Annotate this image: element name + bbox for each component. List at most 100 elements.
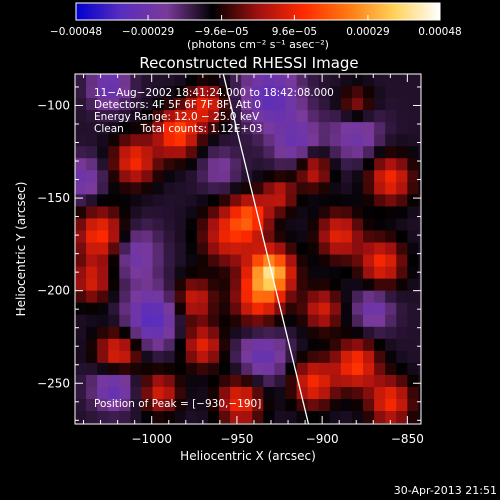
heatmap-cell — [396, 218, 408, 232]
heatmap-cell — [407, 399, 420, 412]
heatmap-cell — [141, 134, 154, 147]
heatmap-cell — [407, 206, 420, 220]
heatmap-cell — [329, 182, 342, 195]
heatmap-cell — [174, 206, 187, 220]
heatmap-cell — [307, 230, 320, 244]
heatmap-cell — [163, 362, 176, 376]
heatmap-cell — [185, 158, 198, 171]
heatmap-cell — [230, 230, 242, 244]
heatmap-cell — [351, 122, 364, 135]
heatmap-cell — [285, 399, 298, 412]
heatmap-cell — [174, 194, 187, 208]
heatmap-cell — [75, 399, 87, 412]
heatmap-cell — [97, 266, 109, 280]
heatmap-cell — [97, 435, 109, 448]
heatmap-cell — [307, 350, 320, 364]
heatmap-cell — [219, 290, 231, 304]
heatmap-cell — [296, 194, 309, 208]
heatmap-cell — [230, 134, 242, 147]
heatmap-cell — [185, 314, 198, 328]
heatmap-cell — [407, 266, 420, 280]
heatmap-cell — [86, 314, 98, 328]
heatmap-cell — [219, 86, 231, 99]
heatmap-cell — [75, 326, 87, 340]
heatmap-cell — [219, 302, 231, 316]
heatmap-cell — [185, 290, 198, 304]
heatmap-cell — [274, 399, 287, 412]
heatmap-cell — [318, 362, 331, 376]
heatmap-cell — [241, 314, 253, 328]
heatmap-cell — [407, 242, 420, 256]
heatmap-cell — [318, 74, 331, 87]
heatmap-cell — [374, 290, 386, 304]
heatmap-cell — [108, 218, 120, 232]
heatmap-cell — [163, 134, 176, 147]
heatmap-cell — [75, 182, 87, 195]
heatmap-cell — [351, 314, 364, 328]
heatmap-cell — [351, 146, 364, 159]
heatmap-cell — [252, 206, 264, 220]
heatmap-cell — [363, 110, 375, 123]
heatmap-cell — [430, 435, 442, 448]
heatmap-cell — [141, 98, 154, 111]
heatmap-cell — [285, 242, 298, 256]
heatmap-cell — [196, 158, 209, 171]
heatmap-cell — [363, 338, 375, 352]
heatmap-cell — [263, 86, 276, 99]
heatmap-cell — [307, 170, 320, 183]
heatmap-cell — [407, 182, 420, 195]
heatmap-cell — [318, 338, 331, 352]
heatmap-cell — [86, 290, 98, 304]
heatmap-cell — [163, 74, 176, 87]
heatmap-cell — [252, 399, 264, 412]
heatmap-cell — [329, 374, 342, 388]
heatmap-cell — [219, 206, 231, 220]
heatmap-cell — [285, 350, 298, 364]
heatmap-cell — [430, 243, 442, 256]
heatmap-cell — [185, 242, 198, 256]
heatmap-cell — [351, 411, 364, 424]
heatmap-cell — [130, 158, 143, 171]
heatmap-cell — [340, 374, 353, 388]
heatmap-cell — [241, 242, 253, 256]
heatmap-cell — [351, 134, 364, 147]
heatmap-cell — [86, 218, 98, 232]
heatmap-cell — [307, 254, 320, 268]
heatmap-cell — [418, 386, 421, 400]
heatmap-cell — [97, 302, 109, 316]
heatmap-cell — [119, 435, 131, 448]
heatmap-cell — [97, 278, 109, 292]
heatmap-cell — [363, 242, 375, 256]
heatmap-cell — [407, 411, 420, 424]
heatmap-cell — [363, 411, 375, 424]
heatmap-cell — [207, 194, 220, 208]
heatmap-cell — [75, 86, 87, 99]
heatmap-cell — [296, 74, 309, 87]
heatmap-cell — [152, 182, 165, 195]
heatmap-cell — [141, 386, 154, 400]
heatmap-cell — [141, 411, 154, 424]
heatmap-cell — [307, 74, 320, 87]
heatmap-cell — [152, 218, 165, 232]
heatmap-cell — [263, 386, 276, 400]
heatmap-cell — [152, 374, 165, 388]
heatmap-cell — [351, 98, 364, 111]
heatmap-cell — [407, 350, 420, 364]
heatmap-cell — [385, 338, 397, 352]
heatmap-cell — [152, 314, 165, 328]
heatmap-cell — [318, 411, 331, 424]
heatmap-cell — [374, 110, 386, 123]
heatmap-cell — [318, 146, 331, 159]
heatmap-cell — [396, 182, 408, 195]
heatmap-cell — [219, 278, 231, 292]
heatmap-cell — [385, 374, 397, 388]
heatmap-cell — [407, 230, 420, 244]
heatmap-cell — [163, 218, 176, 232]
heatmap-cell — [374, 158, 386, 171]
heatmap-cell — [307, 338, 320, 352]
heatmap-cell — [252, 374, 264, 388]
heatmap-cell — [329, 290, 342, 304]
heatmap-cell — [152, 146, 165, 159]
heatmap-cell — [174, 242, 187, 256]
peak-position-label: Position of Peak = [−930,−190] — [94, 398, 261, 410]
